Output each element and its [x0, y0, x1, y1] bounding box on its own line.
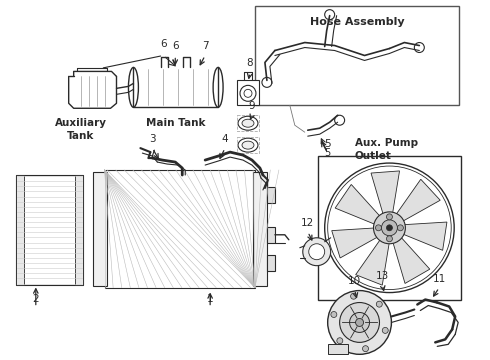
- Bar: [16, 175, 83, 285]
- Circle shape: [375, 225, 382, 231]
- Circle shape: [387, 225, 392, 231]
- Bar: [237, 80, 259, 105]
- Text: 5: 5: [324, 139, 331, 149]
- Polygon shape: [332, 228, 380, 258]
- Text: Aux. Pump
Outlet: Aux. Pump Outlet: [355, 138, 417, 161]
- Circle shape: [340, 302, 379, 342]
- Text: 6: 6: [160, 39, 167, 49]
- Circle shape: [376, 301, 382, 307]
- Bar: [267, 227, 275, 243]
- Circle shape: [363, 346, 368, 352]
- Polygon shape: [356, 237, 390, 285]
- Ellipse shape: [238, 116, 258, 130]
- Text: 7: 7: [202, 41, 208, 51]
- Circle shape: [387, 214, 392, 220]
- Polygon shape: [371, 171, 399, 217]
- Text: 9: 9: [248, 101, 255, 111]
- Text: Hose Assembly: Hose Assembly: [310, 17, 405, 27]
- Circle shape: [397, 225, 403, 231]
- Text: Auxiliary
Tank: Auxiliary Tank: [55, 118, 107, 141]
- Text: Main Tank: Main Tank: [146, 118, 205, 128]
- Circle shape: [328, 291, 392, 354]
- Ellipse shape: [242, 119, 254, 127]
- Text: 12: 12: [301, 218, 315, 228]
- Circle shape: [382, 327, 388, 333]
- Text: 4: 4: [222, 134, 228, 144]
- Ellipse shape: [213, 67, 223, 107]
- Circle shape: [387, 236, 392, 242]
- Bar: [74, 175, 83, 285]
- Text: 3: 3: [149, 134, 156, 144]
- Bar: [93, 172, 106, 285]
- Bar: [318, 156, 461, 300]
- Polygon shape: [392, 235, 430, 283]
- Text: 10: 10: [348, 276, 361, 285]
- Bar: [253, 172, 267, 285]
- Bar: [16, 175, 24, 285]
- Bar: [104, 170, 255, 288]
- Bar: [237, 137, 259, 153]
- Bar: [328, 345, 347, 354]
- Text: 11: 11: [433, 274, 446, 284]
- Bar: [237, 115, 259, 131]
- Text: 5: 5: [324, 148, 331, 158]
- Ellipse shape: [128, 67, 138, 107]
- Circle shape: [373, 212, 405, 244]
- Circle shape: [351, 293, 357, 299]
- Circle shape: [303, 238, 331, 266]
- Text: 2: 2: [32, 293, 39, 303]
- Polygon shape: [400, 222, 447, 250]
- Circle shape: [356, 319, 364, 327]
- Circle shape: [382, 220, 397, 236]
- Circle shape: [331, 311, 337, 318]
- Text: 13: 13: [376, 271, 389, 280]
- Text: 1: 1: [207, 293, 214, 303]
- Bar: [255, 6, 459, 105]
- Ellipse shape: [238, 138, 258, 152]
- Bar: [267, 187, 275, 203]
- Bar: [267, 255, 275, 271]
- Circle shape: [337, 338, 343, 344]
- Ellipse shape: [242, 141, 254, 149]
- Polygon shape: [335, 184, 382, 225]
- Text: 6: 6: [172, 41, 178, 51]
- Circle shape: [349, 312, 369, 332]
- Polygon shape: [394, 179, 440, 222]
- Text: 8: 8: [246, 58, 253, 68]
- Circle shape: [309, 244, 325, 260]
